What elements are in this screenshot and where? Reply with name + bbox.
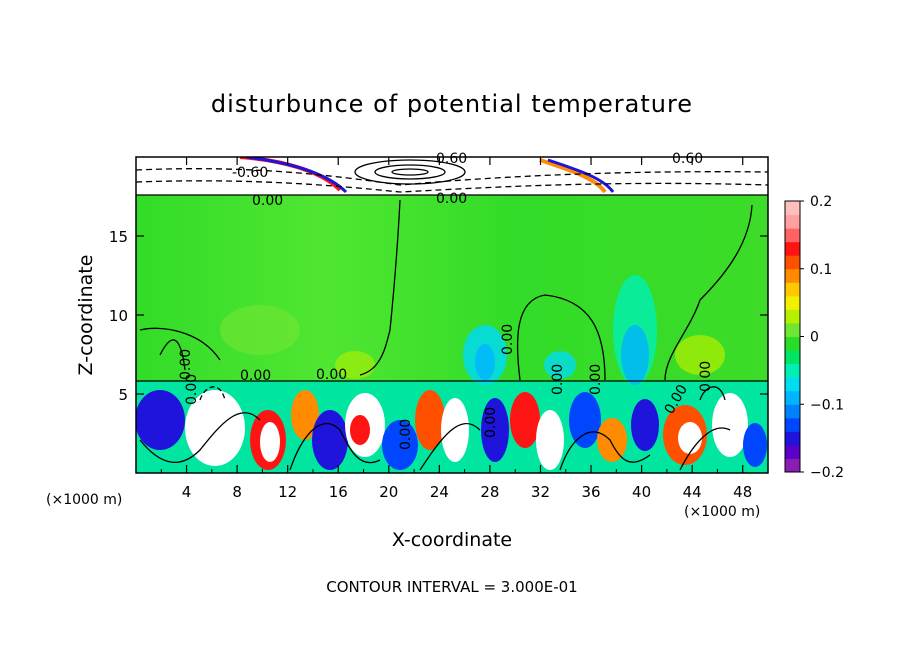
colorbar-tick-label: −0.1 bbox=[810, 397, 844, 413]
contour-label: 0.00 bbox=[316, 367, 347, 383]
contour-label: 0.60 bbox=[672, 151, 703, 167]
y-axis-ticks: 5 10 15 bbox=[109, 228, 768, 404]
colorbar-swatch bbox=[785, 350, 800, 365]
contour-label: 0.00 bbox=[240, 368, 271, 384]
upper-streak bbox=[547, 158, 615, 193]
colorbar-ticks: 0.2 0.1 0 −0.1 −0.2 bbox=[800, 194, 844, 481]
contour-label: 0.00 bbox=[698, 361, 714, 392]
x-axis-label: X-coordinate bbox=[392, 529, 512, 551]
colorbar-swatch bbox=[785, 241, 800, 256]
x-tick-label: 4 bbox=[182, 483, 192, 501]
x-tick-label: 36 bbox=[581, 483, 600, 501]
x-tick-label: 48 bbox=[733, 483, 752, 501]
colorbar-tick-label: −0.2 bbox=[810, 465, 844, 481]
colorbar-swatch bbox=[785, 322, 800, 337]
colorbar-tick-label: 0.1 bbox=[810, 262, 832, 278]
colorbar-swatch bbox=[785, 444, 800, 459]
plume bbox=[675, 335, 725, 375]
colorbar-swatch bbox=[785, 295, 800, 310]
x-unit-left: (×1000 m) bbox=[46, 492, 122, 508]
colorbar-swatch bbox=[785, 390, 800, 405]
x-tick-label: 24 bbox=[430, 483, 449, 501]
colorbar-swatch bbox=[785, 255, 800, 270]
x-tick-label: 8 bbox=[232, 483, 242, 501]
x-axis-ticks: 4 8 12 16 20 24 28 32 36 40 44 48 bbox=[160, 157, 752, 501]
contour-label: 0.00 bbox=[398, 419, 414, 450]
colorbar-swatch bbox=[785, 417, 800, 432]
contour-label: -0.60 bbox=[232, 165, 268, 181]
contour-label: 0.00 bbox=[184, 374, 200, 405]
colorbar-swatch bbox=[785, 201, 800, 216]
contours bbox=[136, 159, 768, 471]
y-tick-label: 10 bbox=[109, 307, 128, 325]
x-tick-label: 44 bbox=[683, 483, 702, 501]
colorbar-swatch bbox=[785, 336, 800, 351]
contour-label: 0.60 bbox=[436, 151, 467, 167]
x-tick-label: 28 bbox=[480, 483, 499, 501]
x-tick-label: 12 bbox=[278, 483, 297, 501]
contour-label: 0.00 bbox=[436, 191, 467, 207]
contour-interval: CONTOUR INTERVAL = 3.000E-01 bbox=[326, 578, 577, 596]
plume bbox=[475, 344, 495, 380]
colorbar-swatch bbox=[785, 458, 800, 473]
x-tick-label: 16 bbox=[329, 483, 348, 501]
y-axis-label: Z-coordinate bbox=[75, 255, 97, 376]
y-tick-label: 15 bbox=[109, 228, 128, 246]
turbulence-patches bbox=[136, 390, 767, 470]
colorbar bbox=[785, 201, 800, 473]
plume bbox=[220, 305, 300, 355]
colorbar-swatch bbox=[785, 214, 800, 229]
plot-area bbox=[136, 157, 768, 473]
colorbar-swatch bbox=[785, 282, 800, 297]
colorbar-tick-label: 0 bbox=[810, 330, 819, 346]
colorbar-swatch bbox=[785, 431, 800, 446]
contour-label: 0.00 bbox=[588, 364, 604, 395]
colorbar-swatch bbox=[785, 363, 800, 378]
contour-label: 0.00 bbox=[500, 324, 516, 355]
plume bbox=[621, 325, 649, 385]
colorbar-swatch bbox=[785, 377, 800, 392]
contour-label: 0.00 bbox=[483, 407, 499, 438]
x-unit-right: (×1000 m) bbox=[684, 504, 760, 520]
colorbar-tick-label: 0.2 bbox=[810, 194, 832, 210]
contour-label: 0.00 bbox=[252, 193, 283, 209]
plume bbox=[544, 351, 576, 379]
contour-label: 0.00 bbox=[178, 349, 194, 380]
colorbar-swatch bbox=[785, 228, 800, 243]
upper-band bbox=[136, 157, 768, 195]
colorbar-swatch bbox=[785, 268, 800, 283]
contour-label: 0.00 bbox=[550, 364, 566, 395]
x-tick-label: 20 bbox=[379, 483, 398, 501]
x-tick-label: 32 bbox=[531, 483, 550, 501]
chart-title: disturbunce of potential temperature bbox=[211, 90, 693, 118]
x-tick-label: 40 bbox=[632, 483, 651, 501]
colorbar-swatch bbox=[785, 404, 800, 419]
y-tick-label: 5 bbox=[118, 386, 128, 404]
colorbar-swatch bbox=[785, 309, 800, 324]
plume bbox=[335, 351, 375, 379]
